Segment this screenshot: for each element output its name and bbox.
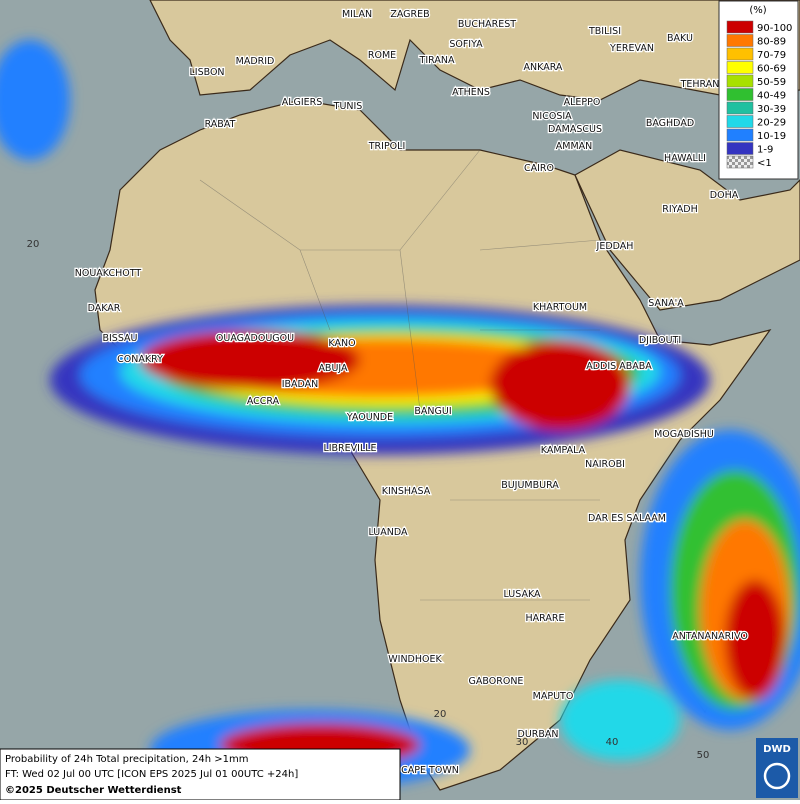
city-label: DURBAN (518, 729, 559, 740)
city-label: HAWALLI (664, 153, 706, 164)
city-label: NOUAKCHOTT (75, 268, 142, 279)
city-label: WINDHOEK (388, 654, 442, 665)
city-label: BAKU (667, 33, 693, 44)
city-label: ABUJA (318, 363, 348, 374)
city-label: MILAN (342, 9, 372, 20)
legend-swatch (726, 88, 754, 101)
city-label: YAOUNDE (346, 412, 393, 423)
city-label: ALGIERS (282, 97, 323, 108)
city-label: YEREVAN (609, 43, 654, 54)
city-label: LISBON (189, 67, 224, 78)
city-label: ZAGREB (390, 9, 429, 20)
footer-title: Probability of 24h Total precipitation, … (5, 754, 248, 765)
city-label: BISSAU (102, 333, 137, 344)
legend-label: 50-59 (757, 77, 786, 88)
legend-label: 20-29 (757, 118, 786, 129)
city-label: ACCRA (247, 396, 280, 407)
city-label: MADRID (236, 56, 275, 67)
legend-swatch (726, 155, 754, 169)
city-label: RABAT (205, 119, 236, 130)
city-label: TBILISI (588, 26, 621, 37)
legend-swatch (726, 34, 754, 47)
city-label: KHARTOUM (533, 302, 587, 313)
city-label: IBADAN (282, 379, 319, 390)
legend-swatch (726, 20, 754, 34)
city-label: SANA'A (648, 298, 684, 309)
logo-swirl (763, 762, 791, 790)
city-label: LIBREVILLE (323, 443, 376, 454)
city-label: ANTANANARIVO (672, 631, 748, 642)
grid-label: 50 (697, 750, 710, 761)
footer-box (0, 748, 401, 801)
city-label: NAIROBI (585, 459, 625, 470)
logo: DWD (763, 744, 791, 755)
city-label: HARARE (526, 613, 565, 624)
legend-swatch (726, 61, 754, 74)
city-label: TUNIS (333, 101, 363, 112)
city-label: CAIRO (524, 163, 554, 174)
footer-time: FT: Wed 02 Jul 00 UTC [ICON EPS 2025 Jul… (5, 769, 298, 780)
city-label: DAKAR (88, 303, 121, 314)
city-label: TEHRAN (680, 79, 720, 90)
city-label: TRIPOLI (368, 141, 406, 152)
legend-swatch (726, 47, 754, 61)
city-label: RIYADH (662, 204, 697, 215)
legend-label: 80-89 (757, 37, 786, 48)
city-label: MAPUTO (533, 691, 574, 702)
footer-copyright: ©2025 Deutscher Wetterdienst (5, 785, 182, 796)
city-label: CAPE TOWN (401, 765, 459, 776)
city-label: LUSAKA (503, 589, 541, 600)
city-label: DOHA (710, 190, 739, 201)
legend-label: 90-100 (757, 23, 792, 34)
grid-label: 30 (516, 737, 529, 748)
legend-label: 10-19 (757, 131, 786, 142)
legend-swatch (726, 128, 754, 142)
city-label: DAMASCUS (548, 124, 602, 135)
borders (199, 149, 601, 601)
legend-swatch (726, 142, 754, 155)
grid-label: 40 (606, 737, 619, 748)
legend-swatch (726, 115, 754, 128)
grid-label: 20 (27, 239, 40, 250)
city-label: ANKARA (524, 62, 563, 73)
city-label: KINSHASA (382, 486, 431, 497)
city-label: KAMPALA (541, 445, 586, 456)
city-label: SOFIYA (449, 39, 483, 50)
city-label: NICOSIA (532, 111, 572, 122)
legend-label: 1-9 (757, 145, 773, 156)
city-label: BAGHDAD (646, 118, 694, 129)
city-label: KANO (328, 338, 355, 349)
legend-label: 40-49 (757, 91, 786, 102)
city-label: LUANDA (368, 527, 408, 538)
city-label: TIRANA (419, 55, 455, 66)
city-label: CONAKRY (117, 354, 163, 365)
legend-swatch (726, 74, 754, 88)
city-label: ATHENS (452, 87, 490, 98)
city-label: AMMAN (556, 141, 593, 152)
city-label: JEDDAH (596, 241, 634, 252)
city-label: DJIBOUTI (639, 335, 681, 346)
city-label: ROME (368, 50, 396, 61)
grid-label: 20 (434, 709, 447, 720)
city-label: OUAGADOUGOU (216, 333, 294, 344)
city-label: MOGADISHU (654, 429, 714, 440)
legend-label: 60-69 (757, 64, 786, 75)
city-label: BANGUI (414, 406, 451, 417)
city-label: BUJUMBURA (501, 480, 559, 491)
city-label: ADDIS ABABA (586, 361, 652, 372)
precipitation (0, 40, 800, 790)
legend-label: 70-79 (757, 50, 786, 61)
city-label: BUCHAREST (458, 19, 516, 30)
city-label: ALEPPO (564, 97, 601, 108)
legend-unit: (%) (749, 5, 766, 16)
legend-swatch (726, 101, 754, 115)
city-label: DAR ES SALAAM (588, 513, 666, 524)
legend-label: <1 (757, 158, 772, 169)
legend-label: 30-39 (757, 104, 786, 115)
city-label: GABORONE (469, 676, 524, 687)
